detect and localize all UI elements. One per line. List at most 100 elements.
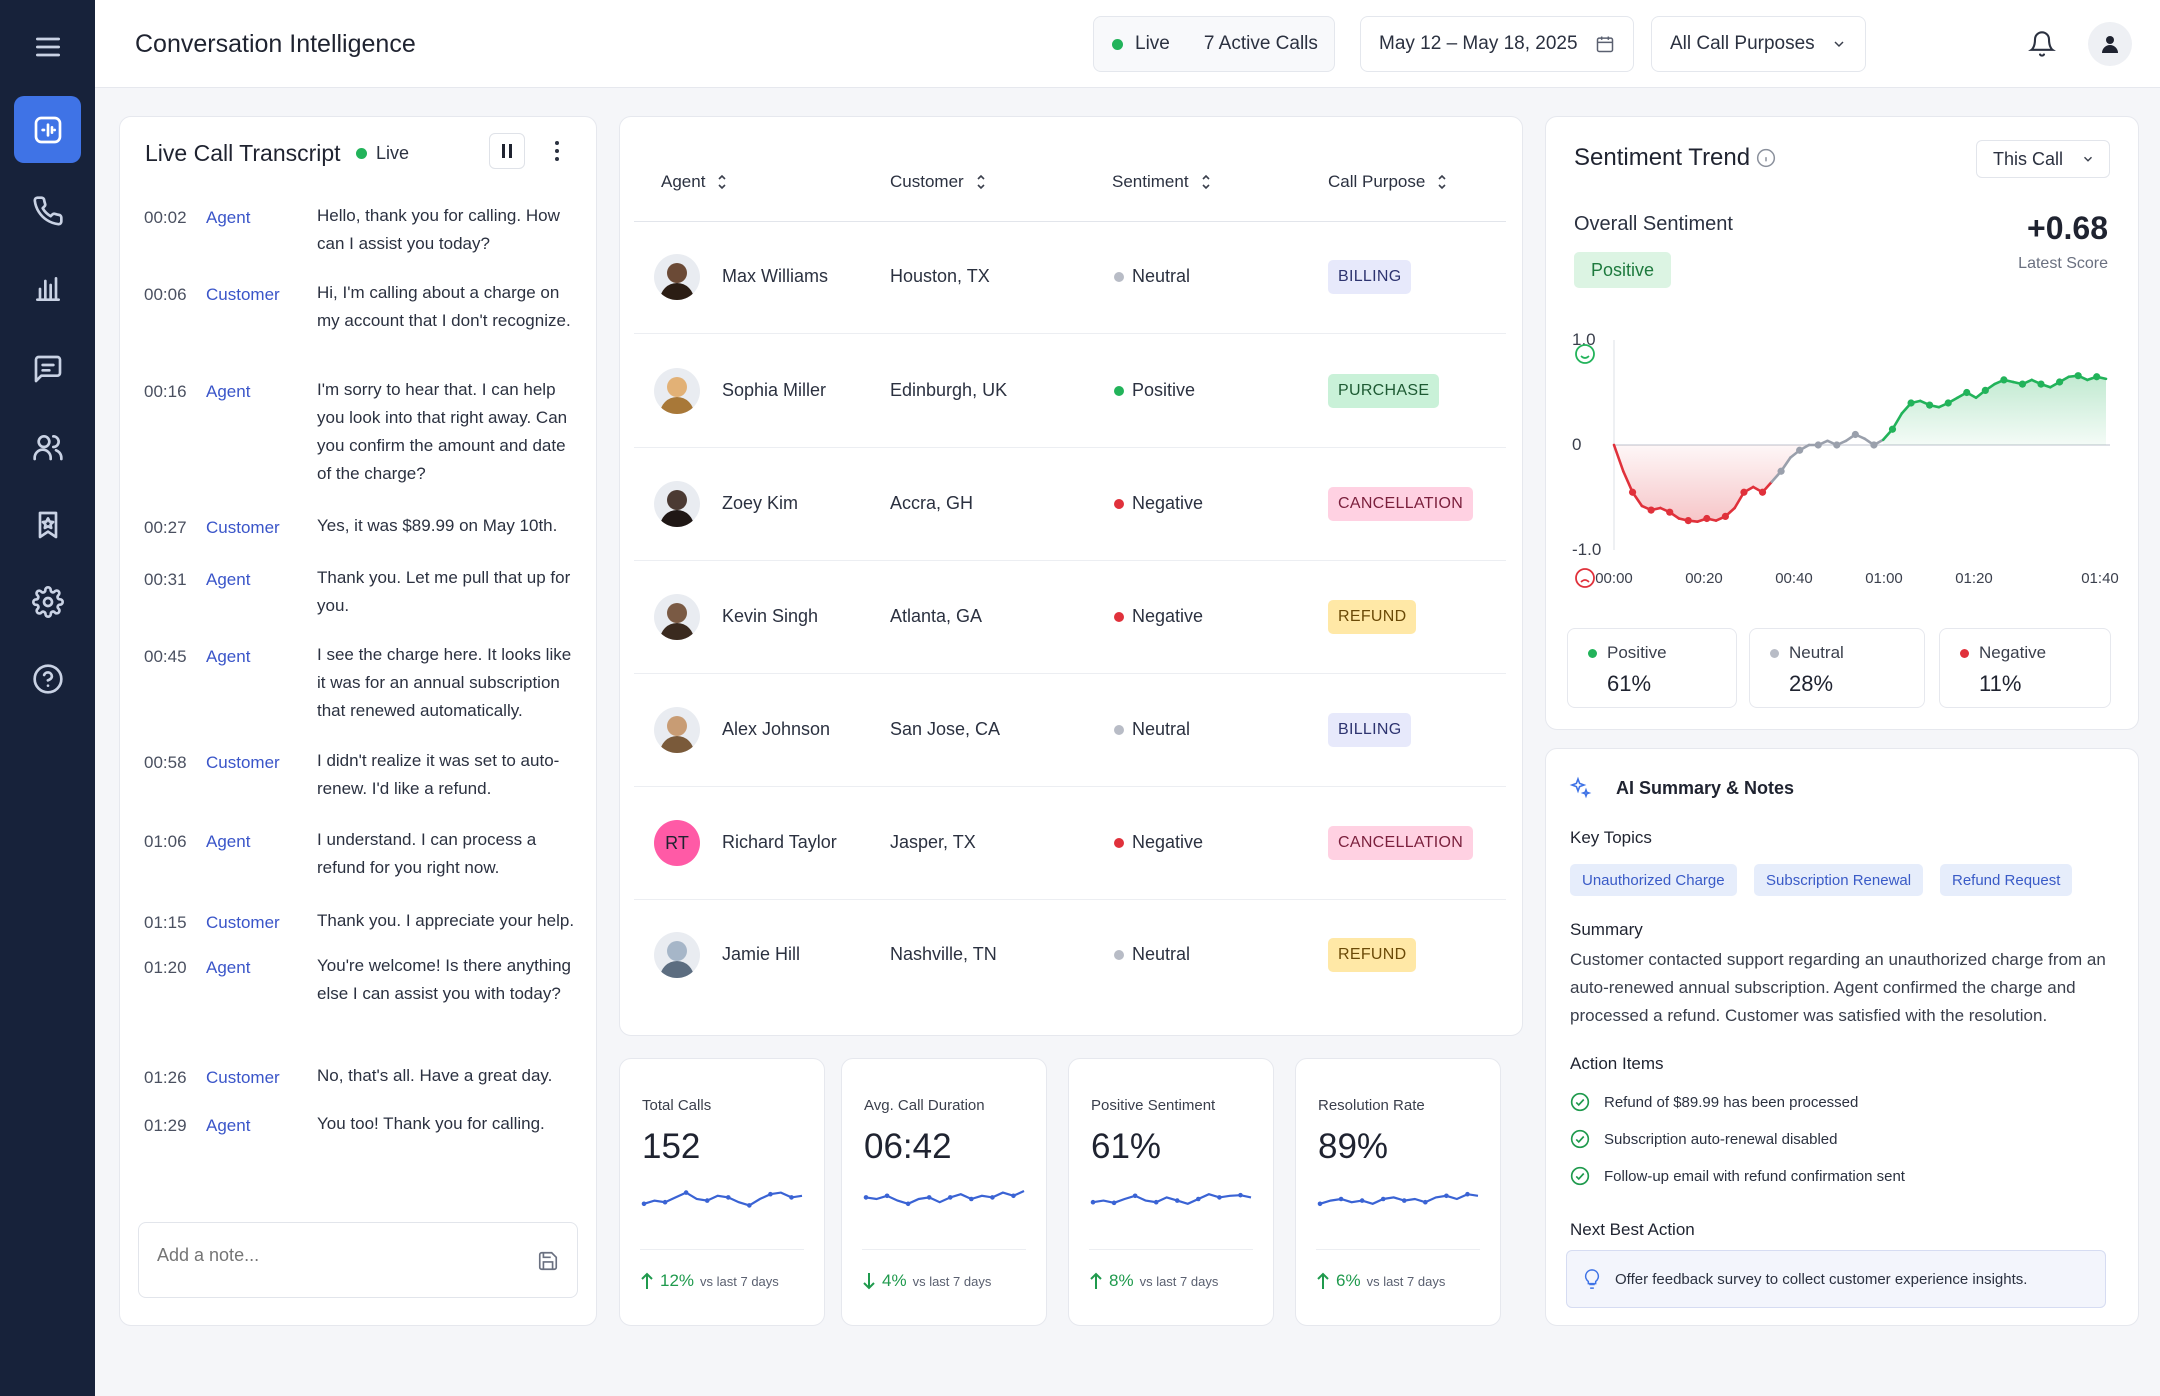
x-tick-label: 01:20: [1955, 570, 1993, 587]
kpi-change-value: 6%: [1336, 1271, 1361, 1290]
transcript-message: Hi, I'm calling about a charge on my acc…: [317, 283, 571, 330]
kpi-sparkline: [641, 1190, 803, 1208]
sentiment-trend-chart: 1.0 0 -1.0 00:00 00:20 00:40 01:00 01:20 01:40: [1572, 330, 2119, 588]
action-item: Subscription auto-renewal disabled: [1570, 1129, 1837, 1149]
call-purpose-select[interactable]: All Call Purposes: [1651, 16, 1866, 72]
sparkline-point: [683, 1190, 689, 1195]
info-icon[interactable]: [1756, 148, 1776, 168]
next-best-action-box[interactable]: Offer feedback survey to collect custome…: [1566, 1250, 2106, 1308]
trend-point: [2000, 376, 2008, 384]
sentiment-breakdown-positive: Positive 61%: [1567, 628, 1737, 708]
bell-icon[interactable]: [2028, 30, 2056, 58]
sparkline-point: [1153, 1199, 1159, 1205]
customer-location: Accra, GH: [890, 493, 974, 513]
call-purpose-badge: REFUND: [1328, 600, 1417, 634]
breakdown-label: Neutral: [1789, 643, 1844, 662]
avatar: [654, 707, 700, 753]
kpi-sparkline: [863, 1189, 1025, 1207]
column-header-sentiment[interactable]: Sentiment: [1112, 172, 1211, 192]
kpi-label: Resolution Rate: [1318, 1097, 1425, 1114]
transcript-time: 01:06: [144, 832, 187, 851]
transcript-speaker: Customer: [206, 285, 280, 304]
phone-icon[interactable]: [14, 177, 81, 244]
arrow-up-icon: [1090, 1272, 1102, 1289]
pause-icon: [502, 144, 512, 158]
action-item-text: Subscription auto-renewal disabled: [1604, 1130, 1838, 1148]
sort-icon: [1201, 174, 1210, 190]
transcript-time: 00:27: [144, 518, 187, 537]
bar-chart-icon[interactable]: [14, 255, 81, 322]
note-input-box[interactable]: [138, 1222, 578, 1298]
customer-location: Nashville, TN: [890, 944, 997, 964]
gear-icon[interactable]: [14, 568, 81, 635]
kpi-label: Positive Sentiment: [1091, 1097, 1216, 1114]
scope-select[interactable]: This Call: [1976, 140, 2110, 178]
more-options-button[interactable]: [548, 136, 566, 166]
trend-line-segment: [1621, 469, 1634, 494]
sparkline-point: [969, 1196, 974, 1202]
topic-chip[interactable]: Subscription Renewal: [1754, 864, 1924, 896]
sparkline-point: [884, 1193, 890, 1199]
sparkline-point: [704, 1198, 710, 1203]
topic-chip[interactable]: Refund Request: [1940, 864, 2073, 896]
trend-point: [1758, 488, 1767, 496]
arrow-down-icon: [863, 1273, 875, 1290]
transcript-message: I didn't realize it was set to auto-rene…: [317, 751, 560, 798]
pause-button[interactable]: [489, 133, 525, 169]
sparkline-point: [1359, 1198, 1365, 1203]
breakdown-dot: [1960, 649, 1969, 658]
y-tick-label: 0: [1572, 435, 1581, 454]
save-icon[interactable]: [537, 1249, 559, 1273]
avatar: [654, 594, 700, 640]
sparkline-point: [1238, 1192, 1243, 1198]
kpi-change-value: 8%: [1109, 1271, 1134, 1290]
agent-name: Richard Taylor: [722, 832, 837, 852]
kpi-divider: [640, 1249, 804, 1250]
agent-name: Sophia Miller: [722, 380, 827, 400]
sparkline-path: [643, 1191, 803, 1207]
column-header-agent[interactable]: Agent: [661, 172, 727, 192]
sparkline-point: [1401, 1198, 1407, 1203]
user-avatar-button[interactable]: [2088, 22, 2132, 66]
help-icon[interactable]: [14, 645, 81, 712]
chat-icon[interactable]: [14, 335, 81, 402]
trend-point: [1777, 467, 1785, 475]
transcript-message: I'm sorry to hear that. I can help you l…: [317, 380, 568, 483]
sentiment-dot: [1114, 950, 1124, 960]
sentiment-dot: [1114, 838, 1124, 848]
date-range-picker[interactable]: May 12 – May 18, 2025: [1360, 16, 1634, 72]
trend-point: [2093, 373, 2101, 381]
transcript-message: You're welcome! Is there anything else I…: [317, 956, 571, 1003]
column-header-call-purpose[interactable]: Call Purpose: [1328, 172, 1447, 192]
kpi-sparkline: [1317, 1191, 1479, 1207]
check-circle-icon: [1570, 1092, 1590, 1112]
transcript-message: Yes, it was $89.99 on May 10th.: [317, 516, 558, 535]
menu-icon[interactable]: [14, 13, 81, 80]
column-header-customer[interactable]: Customer: [890, 172, 986, 192]
transcript-speaker: Customer: [206, 518, 280, 537]
live-label: Live: [1135, 33, 1170, 54]
kpi-change: 12% vs last 7 days: [640, 1271, 779, 1291]
lightbulb-icon: [1584, 1269, 1600, 1289]
trend-point: [1647, 506, 1655, 514]
topic-chip[interactable]: Unauthorized Charge: [1570, 864, 1737, 896]
arrow-up-icon: [1317, 1272, 1329, 1289]
transcript-time: 00:31: [144, 570, 187, 589]
note-input[interactable]: [157, 1245, 497, 1266]
sort-icon: [977, 174, 985, 190]
avatar-photo: [654, 932, 700, 978]
sparkline-point: [662, 1199, 668, 1205]
waveform-icon[interactable]: [14, 96, 81, 163]
sparkline-point: [1317, 1201, 1323, 1207]
header-divider: [634, 221, 1506, 222]
trend-point: [1926, 401, 1934, 409]
sparkline-point: [747, 1203, 752, 1208]
transcript-speaker: Agent: [206, 382, 251, 401]
kpi-change: 4% vs last 7 days: [862, 1271, 991, 1291]
users-icon[interactable]: [14, 413, 81, 480]
transcript-speaker: Agent: [206, 647, 251, 666]
kpi-change-suffix: vs last 7 days: [1139, 1273, 1219, 1289]
sidebar: [0, 0, 95, 1396]
bookmark-icon[interactable]: [14, 491, 81, 558]
key-topics-label: Key Topics: [1570, 828, 1652, 847]
